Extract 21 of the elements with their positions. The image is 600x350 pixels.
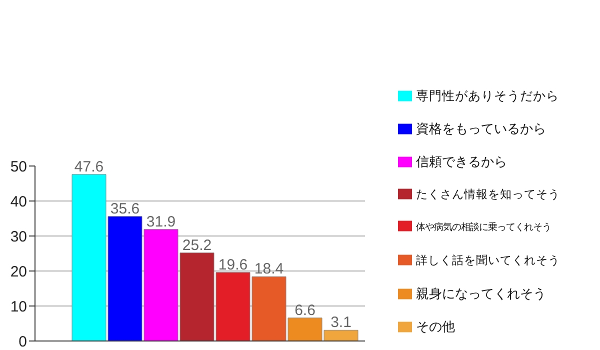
legend-label: その他 <box>416 318 455 336</box>
data-label: 3.1 <box>330 314 352 332</box>
y-tick-label: 30 <box>10 228 27 246</box>
legend-label: 信頼できるから <box>416 153 507 171</box>
data-label: 31.9 <box>146 213 176 230</box>
legend-label: たくさん情報を知ってそう <box>416 187 560 203</box>
legend-label: 専門性がありそうだから <box>416 87 559 105</box>
y-tick-label: 0 <box>18 333 27 350</box>
y-tick-label: 50 <box>10 158 27 176</box>
legend-label: 親身になってくれそう <box>416 285 546 303</box>
data-label: 47.6 <box>74 158 104 176</box>
data-label: 35.6 <box>110 200 140 218</box>
y-tick-label: 40 <box>10 193 27 210</box>
y-tick-label: 20 <box>10 263 27 280</box>
y-tick-label: 10 <box>10 298 27 316</box>
legend-label: 資格をもっているから <box>416 120 546 138</box>
data-label: 25.2 <box>182 236 212 254</box>
legend-label: 詳しく話を聞いてくれそう <box>416 253 560 269</box>
legend-label: 体や病気の相談に乗ってくれそう <box>416 221 551 234</box>
data-label: 6.6 <box>294 302 316 319</box>
data-label: 19.6 <box>218 256 248 274</box>
